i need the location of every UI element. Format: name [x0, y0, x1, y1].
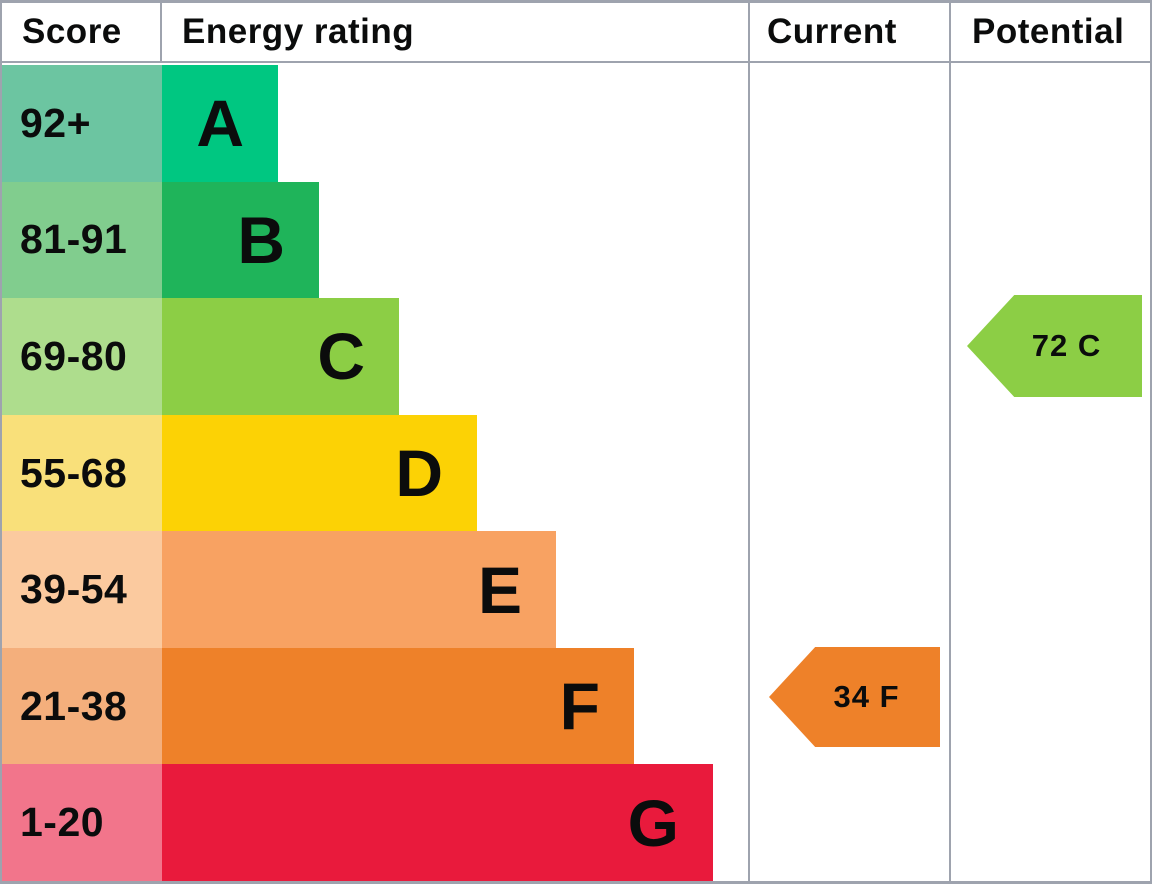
rating-bar: B	[162, 181, 319, 299]
rating-letter: A	[196, 86, 244, 161]
header-potential-label: Potential	[972, 12, 1125, 51]
potential-rating-label: 72 C	[1031, 328, 1102, 363]
header-energy-rating-label: Energy rating	[182, 12, 415, 51]
score-range-label: 1-20	[20, 799, 105, 846]
score-column-divider	[160, 3, 162, 63]
rating-letter: B	[237, 202, 285, 277]
score-cell: 1-20	[2, 764, 162, 881]
band-rows: 92+ A 81-91 B 69-80 C 55-68	[2, 65, 748, 881]
band-row-b: 81-91 B	[2, 181, 748, 299]
rating-letter: C	[317, 319, 365, 394]
current-column-divider	[748, 3, 750, 881]
header-current-label: Current	[767, 12, 897, 51]
score-range-label: 92+	[20, 99, 92, 146]
potential-rating-arrow: 72 C	[967, 295, 1142, 397]
band-row-c: 69-80 C	[2, 298, 748, 415]
band-row-g: 1-20 G	[2, 764, 748, 881]
score-range-label: 69-80	[20, 332, 128, 379]
potential-column-divider	[949, 3, 951, 881]
current-rating-arrow: 34 F	[769, 647, 940, 747]
score-range-label: 39-54	[20, 566, 128, 613]
rating-bar: A	[162, 65, 278, 182]
score-cell: 55-68	[2, 414, 162, 532]
score-range-label: 55-68	[20, 449, 128, 496]
score-cell: 21-38	[2, 647, 162, 765]
header-score-label: Score	[22, 12, 122, 51]
score-cell: 69-80	[2, 298, 162, 415]
band-row-e: 39-54 E	[2, 531, 748, 648]
score-cell: 39-54	[2, 531, 162, 648]
rating-letter: F	[559, 669, 600, 744]
score-range-label: 21-38	[20, 682, 128, 729]
current-rating-label: 34 F	[833, 679, 900, 714]
band-row-a: 92+ A	[2, 65, 748, 182]
rating-bar: E	[162, 531, 556, 648]
rating-bar: F	[162, 647, 634, 765]
header-row: Score Energy rating Current Potential	[2, 3, 1150, 63]
band-row-d: 55-68 D	[2, 414, 748, 532]
band-row-f: 21-38 F	[2, 647, 748, 765]
score-cell: 81-91	[2, 181, 162, 299]
rating-bar: C	[162, 298, 399, 415]
rating-letter: D	[395, 436, 443, 511]
rating-letter: E	[477, 552, 522, 627]
rating-bar: D	[162, 414, 477, 532]
score-range-label: 81-91	[20, 216, 128, 263]
score-cell: 92+	[2, 65, 162, 182]
rating-bar: G	[162, 764, 713, 881]
rating-letter: G	[627, 785, 679, 860]
